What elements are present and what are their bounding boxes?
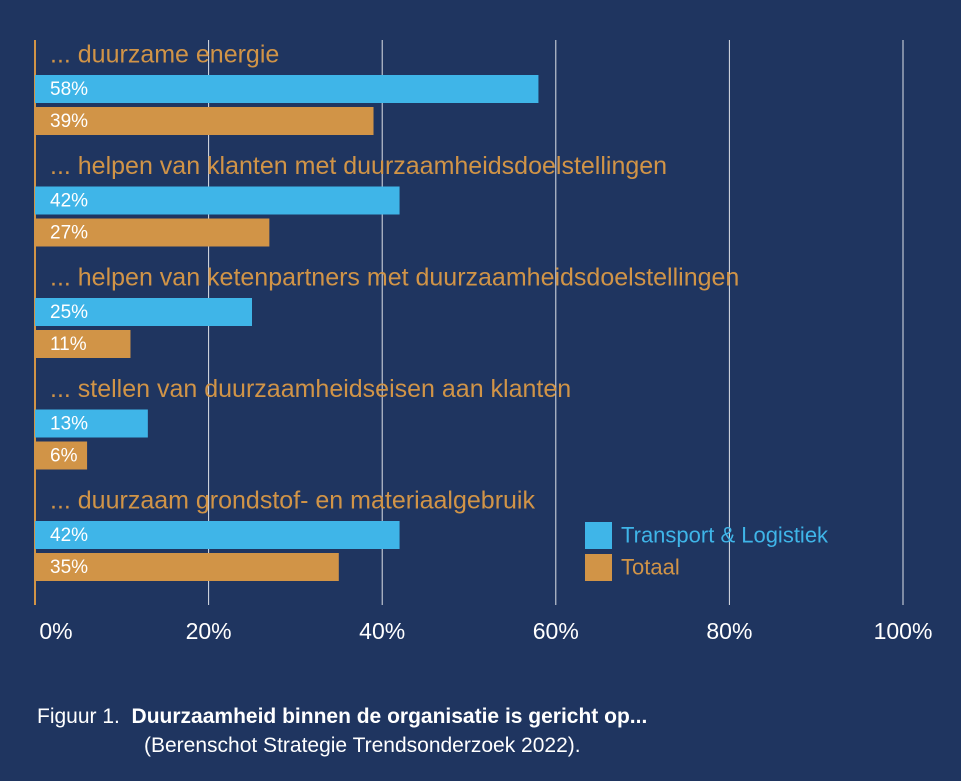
bar-transport xyxy=(35,521,400,549)
bar-transport xyxy=(35,75,539,103)
bar-totaal xyxy=(35,441,88,470)
x-tick-label: 60% xyxy=(533,618,579,644)
legend-swatch-transport xyxy=(585,522,612,549)
value-label-totaal: 39% xyxy=(50,111,88,132)
caption-prefix: Figuur 1. xyxy=(37,705,120,728)
legend-label-totaal: Totaal xyxy=(621,554,680,579)
value-label-totaal: 11% xyxy=(50,334,87,355)
bar-transport xyxy=(35,298,252,326)
x-tick-label: 100% xyxy=(874,618,933,644)
bar-totaal xyxy=(35,218,270,247)
category-label: ... helpen van klanten met duurzaamheids… xyxy=(50,152,667,180)
value-label-transport: 25% xyxy=(50,302,88,323)
figure-caption: Figuur 1. Duurzaamheid binnen de organis… xyxy=(0,690,961,781)
caption-source: (Berenschot Strategie Trendsonderzoek 20… xyxy=(144,734,581,757)
x-tick-label: 80% xyxy=(706,618,752,644)
category-label: ... duurzaam grondstof- en materiaalgebr… xyxy=(50,487,535,515)
legend: Transport & Logistiek Totaal xyxy=(585,522,829,581)
legend-swatch-totaal xyxy=(585,554,612,581)
labels: ... duurzame energie 58% 39% ... helpen van… xyxy=(50,41,739,578)
value-label-totaal: 35% xyxy=(50,557,88,578)
bar-totaal xyxy=(35,330,131,358)
x-tick-label: 0% xyxy=(39,618,72,644)
bar-transport xyxy=(35,409,148,438)
bar-totaal xyxy=(35,107,374,135)
value-label-transport: 42% xyxy=(50,525,88,546)
value-label-totaal: 6% xyxy=(50,446,78,467)
caption-title: Duurzaamheid binnen de organisatie is ge… xyxy=(131,705,648,728)
value-label-transport: 42% xyxy=(50,191,88,212)
x-axis-ticks: 0% 20% 40% 60% 80% 100% xyxy=(39,618,932,644)
category-label: ... stellen van duurzaamheidseisen aan k… xyxy=(50,375,571,403)
category-label: ... helpen van ketenpartners met duurzaa… xyxy=(50,264,739,292)
x-tick-label: 20% xyxy=(186,618,232,644)
bar-chart: ... duurzame energie 58% 39% ... helpen van… xyxy=(34,40,932,644)
bar-transport xyxy=(35,186,400,215)
bars xyxy=(35,75,539,581)
value-label-transport: 13% xyxy=(50,414,88,435)
x-tick-label: 40% xyxy=(359,618,405,644)
legend-label-transport: Transport & Logistiek xyxy=(621,522,829,547)
bar-totaal xyxy=(35,553,339,581)
chart-panel: ... duurzame energie 58% 39% ... helpen van… xyxy=(0,0,961,690)
category-label: ... duurzame energie xyxy=(50,41,279,69)
value-label-transport: 58% xyxy=(50,79,88,100)
value-label-totaal: 27% xyxy=(50,223,88,244)
